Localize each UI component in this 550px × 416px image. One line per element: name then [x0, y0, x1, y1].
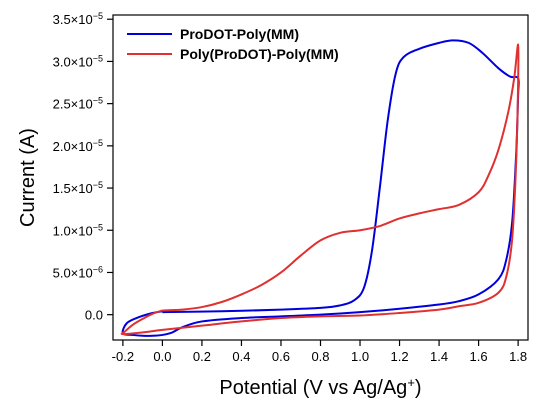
plot-frame	[112, 14, 529, 341]
series-line-1	[121, 39, 520, 337]
x-axis-title-sup: +	[407, 375, 415, 390]
x-axis-title-end: )	[415, 377, 422, 399]
y-tick-label: 1.5×10−5	[53, 180, 103, 196]
x-tick-label: 0.8	[311, 349, 329, 364]
y-tick-label: 2.5×10−5	[53, 96, 103, 112]
y-tick-label: 5.0×10−6	[53, 264, 103, 280]
y-tick-label: 2.0×10−5	[53, 138, 103, 154]
x-tick-label: -0.2	[112, 349, 134, 364]
legend: ProDOT-Poly(MM) Poly(ProDOT)-Poly(MM)	[127, 26, 339, 62]
legend-label-2: Poly(ProDOT)-Poly(MM)	[180, 46, 339, 62]
y-tick-label: 0.0	[85, 308, 103, 323]
x-axis-title: Potential (V vs Ag/Ag+)	[219, 375, 421, 400]
x-axis-title-main: Potential (V vs Ag/Ag	[219, 377, 407, 399]
x-tick-label: 0.0	[153, 349, 171, 364]
y-tick-label: 3.0×10−5	[53, 53, 103, 69]
series-layer	[120, 39, 520, 337]
series-line-2	[120, 43, 520, 336]
x-tick-label: 1.6	[470, 349, 488, 364]
x-tick-label: 1.0	[351, 349, 369, 364]
x-tick-label: 1.4	[430, 349, 448, 364]
x-tick-label: 1.8	[509, 349, 527, 364]
y-axis-title: Current (A)	[17, 128, 39, 227]
y-tick-label: 1.0×10−5	[53, 222, 103, 238]
x-tick-label: 1.2	[391, 349, 409, 364]
y-tick-label: 3.5×10−5	[53, 11, 103, 27]
ticks-layer: -0.2 0.0 0.2 0.4 0.6 0.8 1.0 1.2 1.4 1.6 1.8 0.0 5.0…	[53, 11, 528, 364]
x-tick-label: 0.2	[193, 349, 211, 364]
legend-label-1: ProDOT-Poly(MM)	[180, 26, 299, 42]
x-tick-label: 0.4	[232, 349, 250, 364]
x-tick-label: 0.6	[272, 349, 290, 364]
